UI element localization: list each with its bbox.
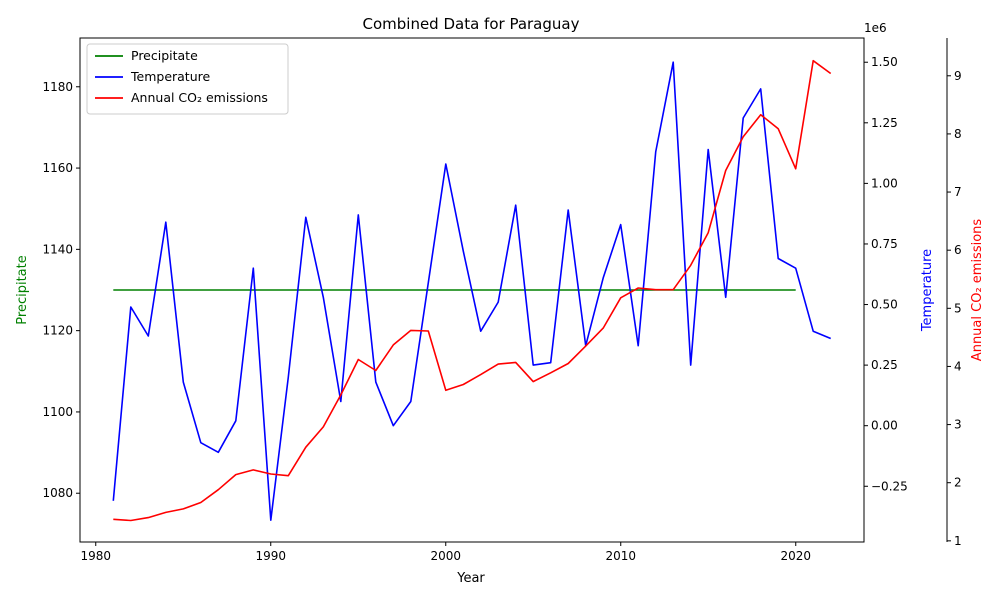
right1-tick-label-1: 0.00 [871, 419, 898, 433]
plot-lines [112, 59, 832, 522]
right2-tick-label-4: 5 [954, 301, 962, 315]
right2-tick-label-0: 1 [954, 534, 962, 548]
right1-tick-label-2: 0.25 [871, 358, 898, 372]
legend-label-1: Temperature [130, 69, 210, 84]
right2-tick-label-7: 8 [954, 127, 962, 141]
right2-tick-label-3: 4 [954, 359, 962, 373]
left-tick-label-4: 1160 [42, 161, 73, 175]
legend-label-2: Annual CO₂ emissions [131, 90, 268, 105]
right2-tick-label-5: 6 [954, 243, 962, 257]
right1-tick-label-6: 1.25 [871, 116, 898, 130]
left-tick-label-2: 1120 [42, 324, 73, 338]
x-tick-label-1: 1990 [255, 549, 286, 563]
x-tick-label-3: 2010 [605, 549, 636, 563]
right2-tick-label-6: 7 [954, 185, 962, 199]
x-tick-label-4: 2020 [780, 549, 811, 563]
legend-label-0: Precipitate [131, 48, 198, 63]
x-tick-label-2: 2000 [430, 549, 461, 563]
left-tick-label-0: 1080 [42, 486, 73, 500]
series-line-2 [113, 59, 832, 522]
axes-layer: 1980 1990 2000 2010 2020 1080 1100 1120 1140 1160… [42, 37, 962, 563]
right1-tick-label-7: 1.50 [871, 55, 898, 69]
right1-scale-note: 1e6 [864, 21, 887, 35]
right1-tick-label-4: 0.75 [871, 237, 898, 251]
series-line-1 [112, 61, 832, 522]
x-axis-label: Year [456, 571, 485, 586]
right1-tick-label-0: −0.25 [871, 479, 908, 493]
left-tick-label-5: 1180 [42, 80, 73, 94]
chart-title: Combined Data for Paraguay [363, 15, 580, 33]
left-tick-label-1: 1100 [42, 405, 73, 419]
right2-axis-label: Annual CO₂ emissions [970, 219, 985, 362]
left-axis-label: Precipitate [15, 255, 30, 324]
left-tick-label-3: 1140 [42, 242, 73, 256]
right1-tick-label-5: 1.00 [871, 176, 898, 190]
x-tick-label-0: 1980 [80, 549, 111, 563]
right2-tick-label-8: 9 [954, 69, 962, 83]
legend-box [86, 43, 289, 115]
plot-frame [79, 37, 865, 543]
legend: Precipitate Temperature Annual CO₂ emissio… [86, 43, 289, 115]
right1-tick-label-3: 0.50 [871, 298, 898, 312]
right1-axis-label: Temperature [920, 249, 935, 332]
right2-tick-label-1: 2 [954, 476, 962, 490]
right2-tick-label-2: 3 [954, 418, 962, 432]
